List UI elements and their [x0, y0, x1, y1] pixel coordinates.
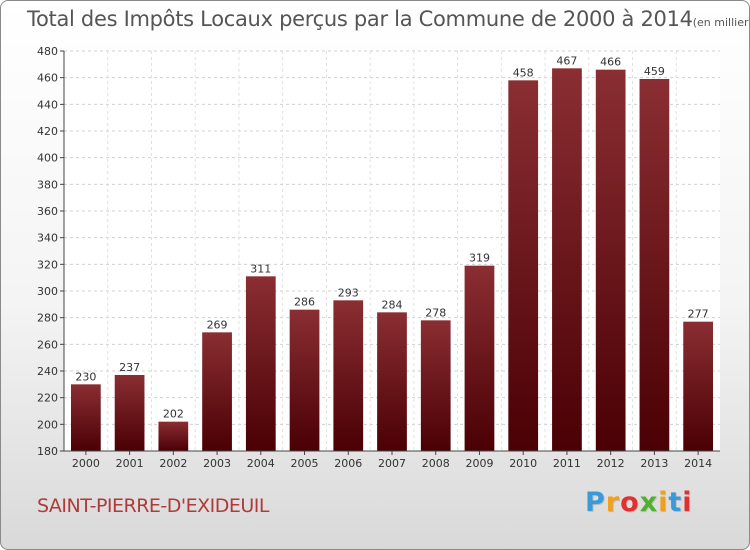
x-tick-label: 2001	[116, 457, 144, 470]
x-tick-label: 2011	[553, 457, 581, 470]
logo-letter: P	[585, 487, 606, 518]
bar-2006	[333, 300, 364, 451]
bar-2000	[70, 384, 101, 451]
bar-value-label: 269	[207, 318, 228, 331]
chart-title-block: Total des Impôts Locaux perçus par la Co…	[27, 7, 749, 31]
x-tick-label: 2008	[422, 457, 450, 470]
chart-title: Total des Impôts Locaux perçus par la Co…	[27, 7, 693, 31]
y-tick-label: 180	[37, 445, 58, 458]
y-tick-label: 360	[37, 205, 58, 218]
bar-2013	[639, 79, 670, 451]
bar-value-label: 277	[688, 308, 709, 321]
bar-2001	[114, 375, 145, 451]
x-tick-label: 2000	[72, 457, 100, 470]
y-tick-label: 440	[37, 98, 58, 111]
logo-letter: i	[682, 487, 693, 518]
bar-value-label: 458	[513, 66, 534, 79]
logo-letter: o	[620, 487, 640, 518]
bar-2012	[595, 69, 626, 452]
bar-value-label: 284	[382, 298, 403, 311]
x-tick-label: 2010	[509, 457, 537, 470]
bar-value-label: 293	[338, 286, 359, 299]
y-tick-label: 240	[37, 365, 58, 378]
bar-value-label: 467	[556, 54, 577, 67]
y-tick-label: 260	[37, 338, 58, 351]
bar-2003	[202, 332, 232, 451]
logo-letter: r	[605, 487, 621, 518]
bar-2007	[377, 312, 407, 451]
x-tick-label: 2014	[684, 457, 712, 470]
bar-2010	[508, 80, 539, 451]
bar-value-label: 319	[469, 252, 490, 265]
x-tick-label: 2012	[597, 457, 625, 470]
bar-value-label: 466	[600, 56, 621, 69]
x-tick-label: 2005	[291, 457, 319, 470]
bar-2005	[289, 309, 320, 451]
bar-2008	[420, 320, 451, 451]
bar-value-label: 286	[294, 296, 315, 309]
bar-2014	[683, 321, 714, 451]
y-tick-label: 460	[37, 72, 58, 85]
axis-layer: 180 200 220 240 260 280 300 320 340 360 380 400 420 4…	[37, 45, 720, 470]
y-tick-label: 220	[37, 392, 58, 405]
x-tick-label: 2003	[203, 457, 231, 470]
bar-value-label: 459	[644, 65, 665, 78]
y-tick-label: 420	[37, 125, 58, 138]
commune-name: SAINT-PIERRE-D'EXIDEUIL	[37, 495, 269, 517]
y-tick-label: 320	[37, 258, 58, 271]
bars-layer	[70, 68, 714, 452]
y-tick-label: 340	[37, 232, 58, 245]
y-tick-label: 400	[37, 152, 58, 165]
logo-letter: x	[639, 487, 659, 518]
bar-2011	[552, 68, 582, 451]
logo-letter: i	[658, 487, 669, 518]
bar-value-label: 278	[425, 306, 446, 319]
bar-value-label: 311	[250, 262, 271, 275]
proxiti-logo: Proxiti	[585, 487, 693, 518]
x-tick-label: 2006	[334, 457, 362, 470]
y-tick-label: 280	[37, 312, 58, 325]
y-tick-label: 480	[37, 45, 58, 58]
x-tick-label: 2002	[159, 457, 187, 470]
x-tick-label: 2009	[465, 457, 493, 470]
logo-letter: t	[668, 487, 683, 518]
labels-layer: 230 237 202 269 311 286 293 284 278 319 458 467 466 4…	[75, 54, 708, 420]
x-tick-label: 2013	[640, 457, 668, 470]
chart-subtitle: (en milliers d'€)	[692, 16, 749, 29]
x-tick-label: 2007	[378, 457, 406, 470]
bar-value-label: 202	[163, 408, 184, 421]
bar-value-label: 237	[119, 361, 140, 374]
bar-value-label: 230	[75, 370, 96, 383]
bar-2009	[464, 265, 495, 451]
x-tick-label: 2004	[247, 457, 275, 470]
y-tick-label: 380	[37, 178, 58, 191]
y-tick-label: 300	[37, 285, 58, 298]
bar-2002	[158, 421, 189, 451]
y-tick-label: 200	[37, 418, 58, 431]
bar-2004	[245, 276, 276, 451]
